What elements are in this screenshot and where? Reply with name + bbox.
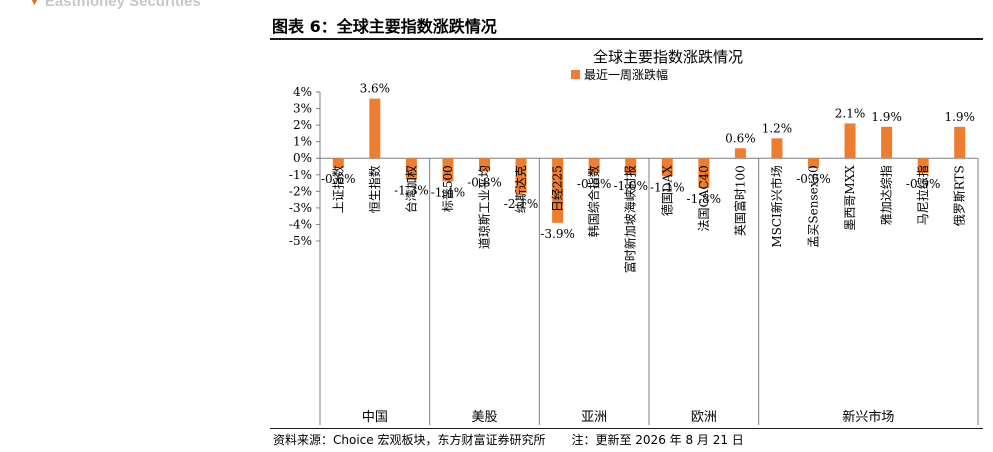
category-label: 英国富时100 (732, 165, 747, 236)
chart-data-labels: -0.6%3.6%-1.3% -1.4%-0.8%-2.1%-3.9%-0.9% -… (321, 82, 975, 241)
y-tick-label: 0% (293, 151, 312, 165)
data-label: -0.8% (467, 175, 502, 189)
chart-axes: 4% 3% 2% 1% 0% -1% -2% -3% -4% -5% (289, 85, 979, 425)
data-label: -0.6% (321, 172, 356, 186)
data-label: 1.9% (871, 110, 902, 124)
group-label: 美股 (471, 410, 497, 425)
bar-富时新加坡海峡时报 (625, 158, 637, 175)
y-tick-label: -5% (289, 234, 312, 248)
chart-title: 全球主要指数涨跌情况 (593, 48, 743, 66)
brand-name: Eastmoney Securities (44, 0, 201, 10)
source-note: 资料来源：Choice 宏观板块，东方财富证券研究所 (273, 433, 546, 447)
bar-上证指数 (332, 158, 344, 169)
data-label: -1.8% (687, 192, 722, 206)
group-label: 亚洲 (581, 410, 607, 425)
footer: 资料来源：Choice 宏观板块，东方财富证券研究所 注：更新至 2026 年 8… (273, 431, 744, 448)
data-label: -1.0% (613, 179, 648, 193)
data-label: 1.9% (944, 110, 975, 124)
chart-bars (332, 98, 966, 223)
data-label: -3.9% (540, 227, 575, 241)
category-label: MSCI新兴市场 (769, 165, 784, 247)
legend-swatch (571, 70, 580, 79)
chart-group-labels: 中国 美股 亚洲 欧洲 新兴市场 (362, 409, 895, 425)
bar-马尼拉综指 (917, 158, 929, 174)
category-label: 孟买Sensex30 (807, 165, 821, 247)
category-label: 法国CAC40 (697, 165, 711, 231)
y-tick-label: 4% (293, 85, 312, 99)
category-label: 台湾加权 (403, 165, 418, 213)
title-rule (270, 38, 983, 40)
footer-rule (270, 428, 983, 429)
data-label: -1.3% (394, 184, 429, 198)
figure-title: 图表 6：全球主要指数涨跌情况 (272, 17, 497, 36)
category-label: 上证指数 (330, 165, 345, 213)
group-label: 中国 (362, 410, 388, 425)
category-label: 标普500 (441, 165, 455, 212)
data-label: 3.6% (360, 82, 391, 96)
bar-恒生指数 (369, 98, 381, 159)
data-label: -1.4% (431, 185, 466, 199)
triangle-icon: ▼ (30, 0, 39, 8)
bar-道琼斯工业平均 (479, 158, 490, 172)
group-label: 欧洲 (691, 410, 717, 425)
legend-label: 最近一周涨跌幅 (584, 67, 668, 82)
y-tick-label: 3% (293, 102, 312, 116)
y-tick-label: -2% (289, 184, 312, 198)
y-tick-label: -1% (289, 168, 312, 182)
bar-标普500 (442, 158, 454, 182)
category-label: 俄罗斯RTS (953, 165, 967, 226)
bar-俄罗斯RTS (954, 126, 966, 159)
bar-孟买Sensex30 (808, 158, 819, 169)
bar-MSCI新兴市场 (771, 138, 783, 159)
category-label: 马尼拉综指 (915, 165, 930, 225)
bar-雅加达综指 (881, 126, 893, 159)
y-tick-label: -4% (289, 217, 312, 231)
group-label: 新兴市场 (842, 409, 894, 425)
chart-category-labels: 上证指数 恒生指数 台湾加权 标普500 道琼斯工业平均 纳斯达克 日经225 韩国综合指数 富… (330, 165, 966, 273)
data-label: 0.6% (725, 131, 756, 145)
data-label: -1.1% (650, 180, 685, 194)
bar-墨西哥MXX (844, 123, 856, 159)
data-label: -0.6% (796, 172, 831, 186)
y-tick-label: 2% (293, 118, 312, 132)
category-label: 日经225 (551, 165, 565, 212)
category-label: 纳斯达克 (514, 165, 528, 213)
bar-纳斯达克 (515, 158, 527, 193)
brand-logo: ▼ Eastmoney Securities (30, 0, 201, 10)
data-label: 1.2% (762, 121, 793, 135)
bar-日经225 (552, 158, 564, 223)
data-label: -0.9% (906, 177, 941, 191)
category-label: 恒生指数 (367, 165, 382, 213)
data-label: -2.1% (504, 197, 539, 211)
data-label: 2.1% (835, 106, 866, 120)
bar-韩国综合指数 (588, 158, 600, 174)
category-label: 富时新加坡海峡时报 (623, 165, 638, 273)
category-label: 道琼斯工业平均 (477, 165, 492, 249)
update-note: 注：更新至 2026 年 8 月 21 日 (571, 433, 744, 447)
bar-英国富时100 (734, 148, 746, 159)
category-label: 墨西哥MXX (843, 165, 857, 231)
category-label: 德国DAX (659, 165, 674, 216)
category-label: 雅加达综指 (879, 165, 894, 225)
bar-法国CAC40 (698, 158, 710, 189)
bar-德国DAX (661, 158, 673, 177)
data-label: -0.9% (577, 177, 612, 191)
y-tick-label: -3% (289, 201, 312, 215)
bar-台湾加权 (405, 158, 417, 180)
category-label: 韩国综合指数 (586, 165, 601, 237)
y-tick-label: 1% (293, 135, 312, 149)
